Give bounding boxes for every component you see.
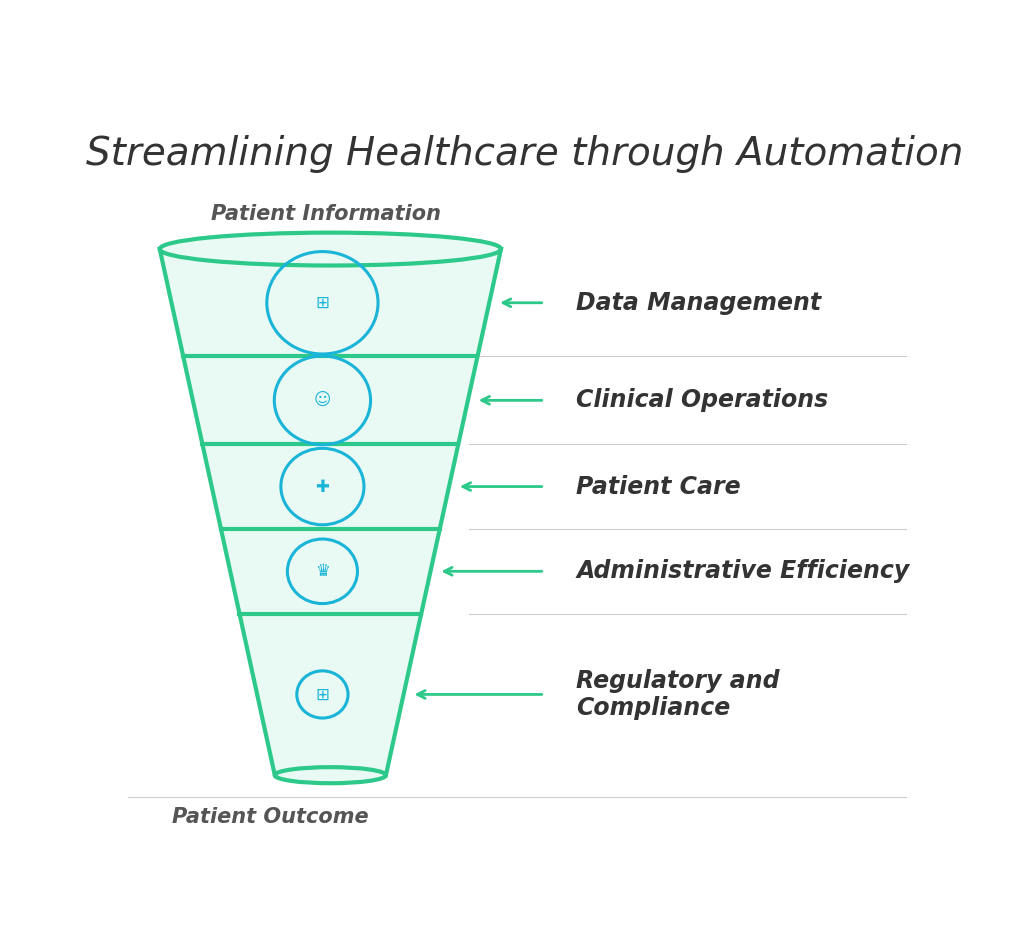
- Text: Patient Care: Patient Care: [577, 474, 741, 498]
- Ellipse shape: [160, 233, 501, 266]
- Text: Regulatory and
Compliance: Regulatory and Compliance: [577, 668, 780, 720]
- Text: ⊞: ⊞: [315, 685, 330, 703]
- Text: ☺: ☺: [313, 391, 331, 409]
- Text: Streamlining Healthcare through Automation: Streamlining Healthcare through Automati…: [86, 135, 964, 173]
- Text: Clinical Operations: Clinical Operations: [577, 388, 828, 412]
- Text: ✚: ✚: [315, 477, 330, 495]
- Text: ⊞: ⊞: [315, 294, 330, 312]
- Polygon shape: [160, 249, 501, 775]
- Text: Patient Outcome: Patient Outcome: [172, 807, 369, 827]
- Text: Administrative Efficiency: Administrative Efficiency: [577, 559, 909, 584]
- Text: ♛: ♛: [315, 563, 330, 581]
- Ellipse shape: [274, 767, 386, 783]
- Text: Patient Information: Patient Information: [211, 204, 441, 224]
- Text: Data Management: Data Management: [577, 290, 821, 315]
